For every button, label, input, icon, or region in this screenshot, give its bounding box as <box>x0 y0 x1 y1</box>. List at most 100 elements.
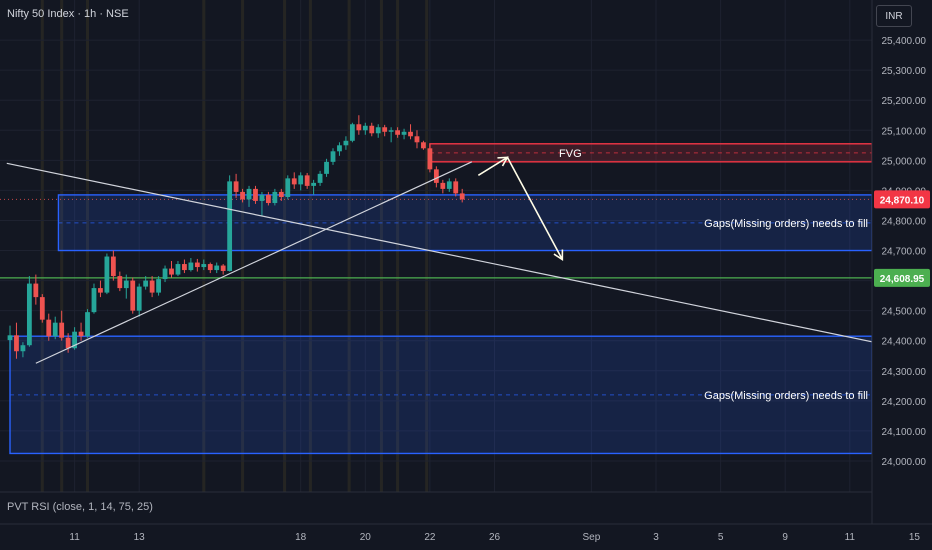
session-highlight <box>308 0 312 492</box>
candle-body <box>259 194 265 201</box>
candle-body <box>233 181 239 192</box>
candle-body <box>433 169 439 183</box>
time-axis-tick-label: 18 <box>295 532 307 543</box>
candle-body <box>110 256 116 277</box>
candle-body <box>188 262 194 271</box>
time-axis-tick-label: 13 <box>134 532 146 543</box>
session-highlight <box>379 0 383 492</box>
candle-body <box>130 280 136 311</box>
price-axis-tick-label: 24,700.00 <box>882 247 927 258</box>
candle-body <box>362 125 368 131</box>
price-tag-label: 24,870.10 <box>880 195 925 206</box>
price-axis-tick-label: 24,200.00 <box>882 397 927 408</box>
time-axis-tick-label: 5 <box>718 532 724 543</box>
candle-body <box>201 264 207 268</box>
candle-body <box>266 194 271 204</box>
candle-body <box>117 276 123 289</box>
candle-body <box>182 264 187 271</box>
price-axis-tick-label: 25,100.00 <box>882 126 927 137</box>
trendline <box>6 162 932 355</box>
candle-body <box>240 191 245 200</box>
candle-body <box>330 151 336 162</box>
candle-body <box>7 335 13 341</box>
projection-arrowhead-down <box>553 249 564 262</box>
price-tag <box>874 190 930 209</box>
gap-zone-label: Gaps(Missing orders) needs to fill <box>704 390 868 402</box>
candle-body <box>324 161 329 174</box>
candle-body <box>156 279 161 293</box>
session-highlight <box>283 0 287 492</box>
candle-body <box>427 148 433 170</box>
candle-body <box>227 181 233 271</box>
candle-body <box>85 312 90 337</box>
time-axis-tick-label: Sep <box>583 532 601 543</box>
candle-body <box>65 337 71 349</box>
price-axis-tick-label: 25,400.00 <box>882 36 927 47</box>
candle-body <box>337 145 342 152</box>
candle-body <box>207 264 213 271</box>
candle-body <box>72 331 77 349</box>
candle-body <box>421 142 426 149</box>
indicator-label[interactable]: PVT RSI (close, 1, 14, 75, 25) <box>7 501 153 513</box>
candle-body <box>149 280 155 293</box>
price-tag-label: 24,608.95 <box>880 274 925 285</box>
candle-body <box>272 191 278 204</box>
candle-body <box>349 124 355 141</box>
time-axis-tick-label: 26 <box>489 532 501 543</box>
candle-body <box>175 264 181 275</box>
candle-body <box>317 173 323 183</box>
candle-body <box>395 130 400 135</box>
gap-zone <box>57 194 873 252</box>
candle-body <box>408 131 413 137</box>
gap-zone-label: Gaps(Missing orders) needs to fill <box>704 218 868 230</box>
price-axis-tick-label: 24,500.00 <box>882 307 927 318</box>
session-highlight <box>396 0 400 492</box>
session-highlight <box>425 0 429 492</box>
price-axis-tick-label: 25,000.00 <box>882 156 927 167</box>
candle-body <box>298 175 304 185</box>
candle-body <box>20 345 26 352</box>
candle-body <box>123 280 129 289</box>
candle-body <box>446 181 452 189</box>
session-highlight <box>86 0 90 492</box>
candle-body <box>343 140 349 146</box>
candle-body <box>14 335 19 352</box>
price-axis-tick-label: 24,100.00 <box>882 427 927 438</box>
candle-body <box>440 182 446 189</box>
projection-arrowhead-up <box>497 156 509 167</box>
candle-body <box>382 127 388 132</box>
candle-body <box>246 188 252 200</box>
candle-body <box>304 175 310 186</box>
symbol-title[interactable]: Nifty 50 Index · 1h · NSE <box>7 8 129 20</box>
candle-body <box>356 124 362 131</box>
session-highlight <box>40 0 44 492</box>
time-axis-tick-label: 22 <box>424 532 436 543</box>
candle-body <box>136 286 142 311</box>
candle-body <box>26 283 32 346</box>
time-axis-tick-label: 11 <box>69 532 80 543</box>
price-axis-tick-label: 25,200.00 <box>882 96 927 107</box>
candle-body <box>214 265 220 271</box>
candle-body <box>253 188 258 201</box>
candle-body <box>143 280 149 287</box>
candle-body <box>46 319 52 337</box>
candle-body <box>162 268 168 280</box>
candle-body <box>311 182 317 186</box>
time-axis-tick-label: 20 <box>360 532 372 543</box>
candle-body <box>91 288 97 313</box>
candle-body <box>459 193 465 200</box>
time-axis-tick-label: 15 <box>909 532 921 543</box>
candle-body <box>388 130 394 132</box>
candle-body <box>169 268 174 275</box>
time-axis-background <box>0 524 932 550</box>
session-highlight <box>202 0 206 492</box>
candle-body <box>278 191 284 198</box>
time-axis-tick-label: 3 <box>653 532 659 543</box>
candle-body <box>104 256 110 293</box>
candle-body <box>52 322 58 337</box>
currency-button[interactable]: INR <box>876 5 912 27</box>
candle-body <box>285 178 291 198</box>
